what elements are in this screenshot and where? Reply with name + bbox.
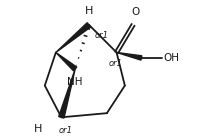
Text: or1: or1 (94, 31, 108, 40)
Text: OH: OH (163, 53, 179, 63)
Text: or1: or1 (108, 59, 122, 68)
Text: or1: or1 (59, 126, 73, 135)
Text: H: H (85, 6, 93, 15)
Polygon shape (59, 69, 75, 118)
Text: NH: NH (67, 77, 83, 87)
Polygon shape (56, 23, 91, 52)
Polygon shape (117, 52, 142, 60)
Polygon shape (56, 52, 77, 71)
Text: H: H (34, 124, 42, 134)
Text: O: O (132, 7, 140, 17)
